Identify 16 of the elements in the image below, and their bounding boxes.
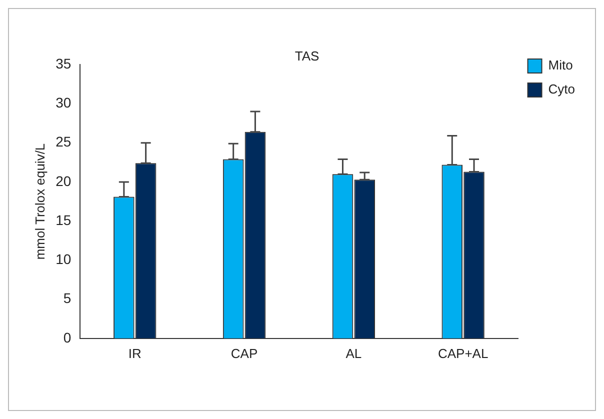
y-tick-label: 15 [56,212,72,228]
legend-label: Cyto [548,82,576,97]
y-tick-label: 35 [56,55,72,72]
x-tick-label: CAP+AL [438,346,488,361]
legend-label: Mito [548,58,573,73]
y-tick-label: 25 [56,134,72,150]
y-axis-title: mmol Trolox equiv/L [32,143,48,260]
chart-title: TAS [294,48,320,64]
x-tick-label: CAP [230,346,258,361]
y-tick-label: 20 [56,172,72,189]
x-tick-label: IR [128,346,142,361]
y-tick-label: 0 [63,329,72,346]
y-tick-label: 10 [56,251,72,268]
y-tick-label: 30 [56,94,72,111]
y-tick-label: 5 [63,290,72,306]
x-tick-label: AL [346,346,362,361]
